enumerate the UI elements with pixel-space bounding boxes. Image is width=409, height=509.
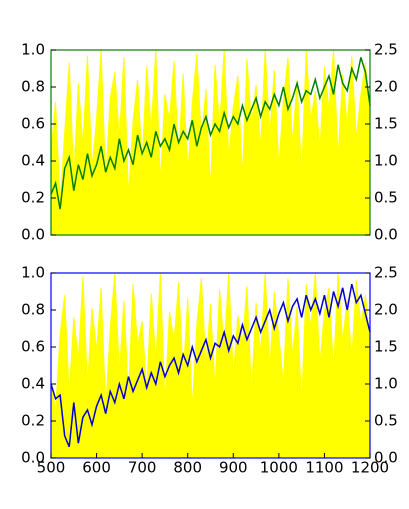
y-tick-label: 0.2 — [21, 412, 45, 430]
y2-tick-label: 0.5 — [374, 412, 398, 430]
y2-tick-label: 2.5 — [374, 264, 398, 282]
y-tick-label: 1.0 — [21, 264, 45, 282]
line — [50, 57, 371, 210]
y-tick-label: 0.0 — [21, 449, 45, 467]
y2-tick-label: 0.5 — [374, 189, 398, 207]
y-tick-label: 0.6 — [21, 338, 45, 356]
area — [50, 272, 371, 459]
y-tick-label: 0.6 — [21, 115, 45, 133]
y-tick-label: 1.0 — [21, 41, 45, 59]
x-tick-label: 900 — [219, 459, 248, 477]
y2-tick-label: 2.5 — [374, 41, 398, 59]
x-tick-label: 500 — [37, 459, 66, 477]
x-tick-label: 600 — [82, 459, 111, 477]
y2-tick-label: 1.0 — [374, 152, 398, 170]
x-tick-label: 700 — [128, 459, 157, 477]
y-tick-label: 0.4 — [21, 375, 45, 393]
y2-tick-label: 0.0 — [374, 449, 398, 467]
y2-tick-label: 0.0 — [374, 226, 398, 244]
line — [50, 283, 371, 448]
y2-tick-label: 1.5 — [374, 338, 398, 356]
x-tick-label: 800 — [173, 459, 202, 477]
y-tick-label: 0.0 — [21, 226, 45, 244]
x-tick-label: 1000 — [260, 459, 298, 477]
y2-tick-label: 1.0 — [374, 375, 398, 393]
y-tick-label: 0.8 — [21, 78, 45, 96]
y-tick-label: 0.2 — [21, 189, 45, 207]
y-tick-label: 0.4 — [21, 152, 45, 170]
x-tick-label: 1100 — [305, 459, 343, 477]
y2-tick-label: 1.5 — [374, 115, 398, 133]
y2-tick-label: 2.0 — [374, 301, 398, 319]
axes-frame — [50, 272, 371, 459]
x-tick-label: 1200 — [351, 459, 389, 477]
y-tick-label: 0.8 — [21, 301, 45, 319]
axes-frame — [50, 49, 371, 236]
area — [50, 49, 371, 236]
y2-tick-label: 2.0 — [374, 78, 398, 96]
